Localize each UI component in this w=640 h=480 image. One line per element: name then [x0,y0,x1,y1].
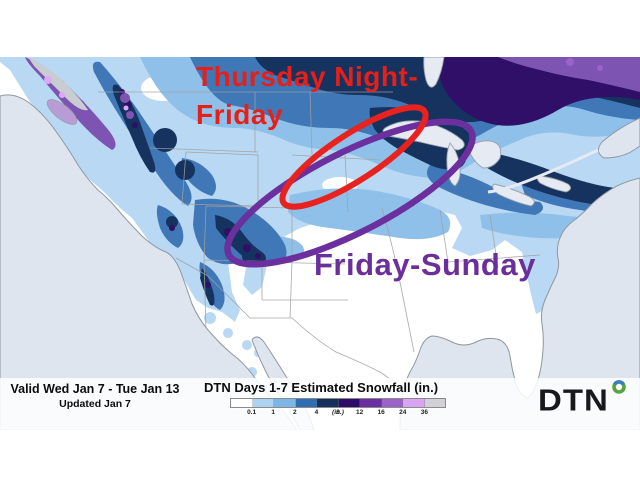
legend-segment [381,399,403,407]
updated-text: Updated Jan 7 [59,398,131,410]
dtn-logo-ring-icon [612,380,626,394]
coastlines [0,94,640,430]
annotation-red-line1: Thursday Night- [196,61,419,92]
legend-tick: 0.1 [247,409,257,416]
gulf-of-st-lawrence [598,117,640,159]
legend-segment [295,399,317,407]
legend-tick: 2 [292,409,297,416]
legend-segment [424,399,445,407]
legend-segment [252,399,274,407]
map-area [0,57,640,430]
st-lawrence-river [487,148,599,194]
legend-segment [317,399,339,407]
dtn-logo: DTN [538,379,633,423]
legend-ticks: 0.1 1 2 4 8 12 16 24 36 (in.) [230,408,446,417]
snowfall-map [0,57,640,430]
valid-range-text: Valid Wed Jan 7 - Tue Jan 13 [10,382,180,396]
legend-band: Valid Wed Jan 7 - Tue Jan 13 Updated Jan… [0,378,640,430]
legend-tick: 36 [420,409,429,416]
validity-block: Valid Wed Jan 7 - Tue Jan 13 Updated Jan… [6,382,184,410]
legend-tick: 1 [271,409,275,416]
dtn-logo-text: DTN [538,383,609,418]
snow-layer-lavender-gray [28,57,603,111]
legend-tick: 4 [314,409,319,416]
james-bay [423,57,445,88]
legend-tick: 12 [355,409,364,416]
legend-colorbar [230,398,446,408]
legend-unit-label: (in.) [332,409,344,416]
legend-tick: 24 [399,409,407,416]
legend-segment [231,399,253,407]
thursday-friday-ellipse [279,104,429,210]
annotation-thursday-friday: Thursday Night- Friday [196,58,418,134]
legend-segment [274,399,296,407]
snowfall-legend: DTN Days 1-7 Estimated Snowfall (in.) 0.… [204,380,454,417]
vancouver-island [46,99,78,125]
legend-title: DTN Days 1-7 Estimated Snowfall (in.) [204,380,439,395]
annotation-friday-sunday: Friday-Sunday [314,247,536,282]
legend-segment [360,399,382,407]
annotation-red-line2: Friday [196,99,284,130]
legend-segment [403,399,425,407]
legend-tick: 16 [377,409,385,416]
legend-segment [338,399,360,407]
friday-sunday-ellipse [224,118,476,268]
legend-tick: 8 [336,409,340,416]
